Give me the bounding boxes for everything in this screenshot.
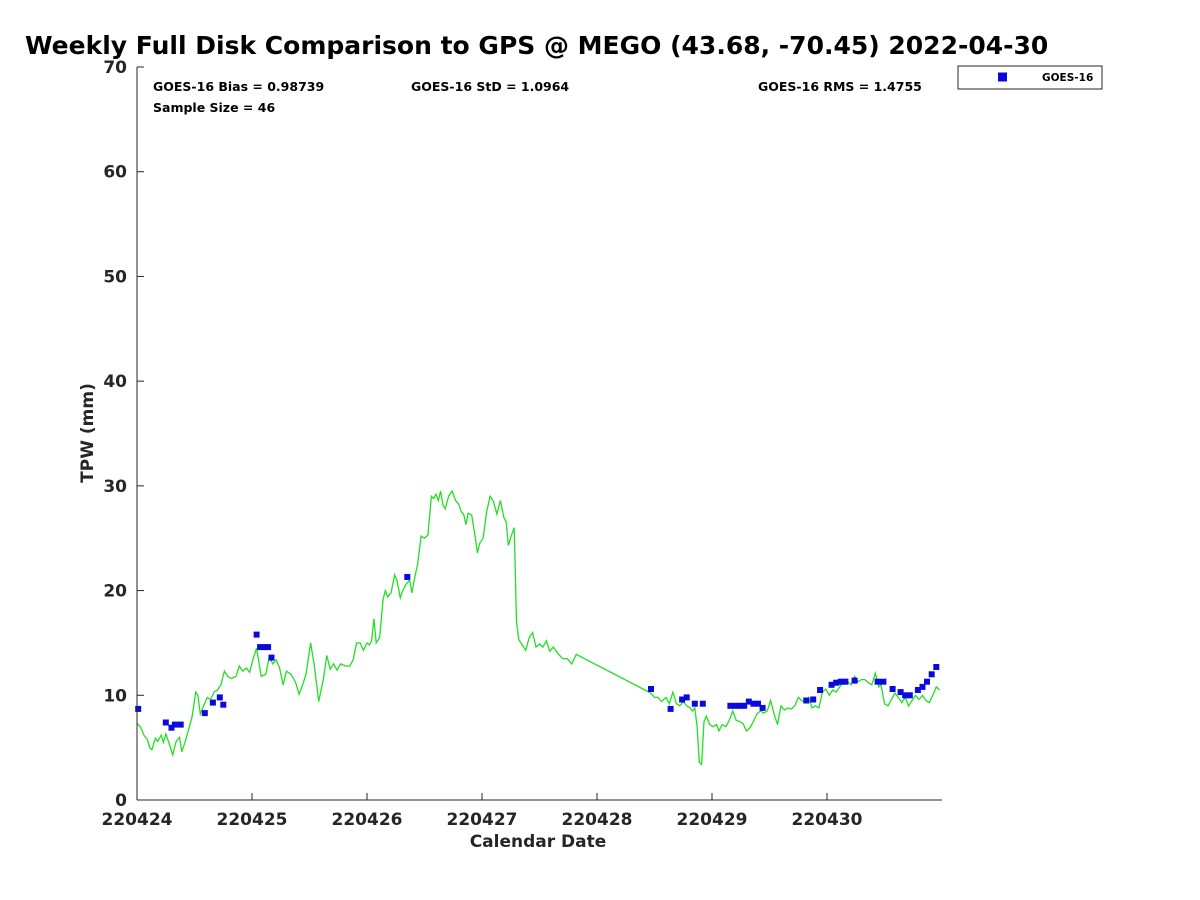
y-axis-ticks: 0 10 20 30 40 50 60 70 [103, 58, 144, 811]
y-tick-label: 40 [103, 372, 127, 392]
y-tick-label: 30 [103, 477, 127, 497]
legend-box [957, 65, 1103, 90]
goes-data-point [880, 678, 887, 685]
goes-data-point [750, 700, 757, 707]
goes-data-point [220, 701, 227, 708]
goes-data-point [874, 678, 881, 685]
x-tick-label: 220424 [102, 810, 173, 830]
goes-data-point [745, 698, 752, 705]
goes-data-point [759, 704, 766, 711]
goes-data-point [933, 664, 940, 670]
goes-data-point [171, 721, 178, 728]
chart-title: Weekly Full Disk Comparison to GPS @ MEG… [25, 31, 1048, 60]
sample-size-stat: Sample Size = 46 [153, 100, 275, 115]
goes-data-point [216, 694, 223, 701]
goes-data-point [924, 678, 930, 685]
x-tick-label: 220426 [332, 810, 403, 830]
goes-data-point [253, 631, 260, 638]
goes-data-point [842, 678, 849, 685]
goes-data-point [268, 654, 275, 661]
x-axis-ticks: 220424 220425 220426 220427 220428 220429 2204… [102, 793, 863, 830]
legend-marker-goes [998, 72, 1007, 82]
goes-data-point [201, 710, 208, 717]
goes-data-point [897, 689, 904, 696]
goes-data-point [889, 686, 896, 692]
legend: GOES-16 [957, 65, 1103, 90]
goes-data-point [914, 687, 921, 693]
goes-data-point [928, 671, 935, 678]
goes-data-point [265, 644, 272, 651]
gps-series-line [136, 489, 941, 766]
goes-data-point [683, 694, 690, 701]
goes-data-point [851, 677, 858, 684]
goes-data-point [209, 699, 216, 706]
goes-data-point [736, 702, 743, 709]
goes-data-point [810, 696, 817, 703]
goes-data-point [691, 700, 698, 707]
y-tick-label: 50 [103, 267, 127, 287]
x-tick-label: 220428 [562, 810, 633, 830]
goes-data-point [261, 644, 268, 651]
goes-data-point [177, 721, 184, 728]
goes-data-point [906, 692, 913, 699]
goes-data-point [162, 719, 169, 726]
goes-data-point [755, 700, 761, 707]
y-tick-label: 70 [103, 58, 127, 78]
y-axis-label: TPW (mm) [78, 383, 98, 483]
goes-series-points [135, 574, 940, 731]
goes-data-point [679, 696, 686, 703]
goes-data-point [257, 644, 264, 651]
goes-data-point [833, 679, 840, 686]
goes-data-point [741, 702, 748, 709]
goes-data-point [648, 686, 654, 692]
goes-data-point [902, 692, 909, 699]
goes-data-point [699, 700, 706, 707]
goes-data-point [168, 724, 175, 731]
rms-stat: GOES-16 RMS = 1.4755 [758, 79, 922, 94]
y-tick-label: 10 [103, 686, 127, 706]
std-stat: GOES-16 StD = 1.0964 [411, 79, 569, 94]
goes-data-point [667, 705, 674, 712]
legend-label-goes: GOES-16 [1042, 72, 1093, 84]
y-tick-label: 60 [103, 163, 127, 183]
goes-data-point [732, 702, 738, 709]
x-tick-label: 220425 [217, 810, 288, 830]
goes-data-point [727, 702, 734, 709]
goes-data-point [404, 574, 411, 580]
x-axis-label: Calendar Date [470, 832, 607, 852]
x-tick-label: 220427 [447, 810, 518, 830]
goes-data-point [919, 683, 926, 690]
y-tick-label: 0 [115, 791, 127, 811]
x-tick-label: 220429 [677, 810, 748, 830]
goes-data-point [817, 687, 824, 693]
y-tick-label: 20 [103, 582, 127, 602]
goes-data-point [837, 678, 844, 685]
goes-data-point [803, 697, 810, 704]
goes-data-point [828, 681, 835, 688]
x-tick-label: 220430 [792, 810, 863, 830]
goes-data-point [135, 705, 142, 712]
bias-stat: GOES-16 Bias = 0.98739 [153, 79, 324, 94]
